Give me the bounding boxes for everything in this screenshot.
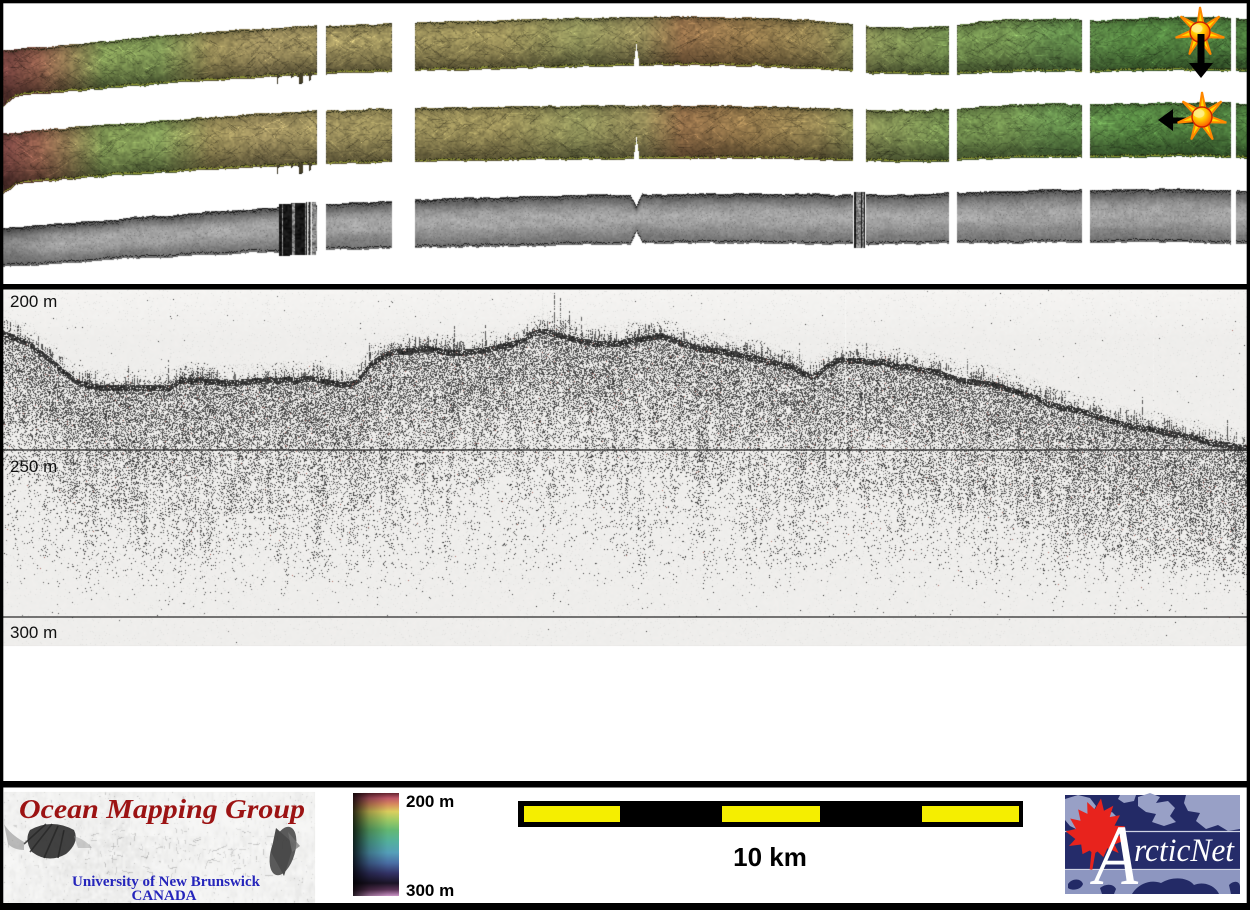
svg-text:CANADA: CANADA (132, 888, 197, 904)
svg-text:200 m: 200 m (406, 792, 454, 811)
svg-text:300 m: 300 m (406, 881, 454, 900)
svg-text:300 m: 300 m (10, 623, 57, 642)
svg-text:A: A (1090, 807, 1139, 903)
svg-text:200 m: 200 m (10, 292, 57, 311)
svg-text:250 m: 250 m (10, 457, 57, 476)
svg-text:rcticNet: rcticNet (1134, 833, 1235, 869)
svg-text:Ocean Mapping Group: Ocean Mapping Group (19, 794, 305, 824)
svg-text:10 km: 10 km (733, 842, 807, 872)
svg-text:University of New Brunswick: University of New Brunswick (72, 874, 261, 890)
